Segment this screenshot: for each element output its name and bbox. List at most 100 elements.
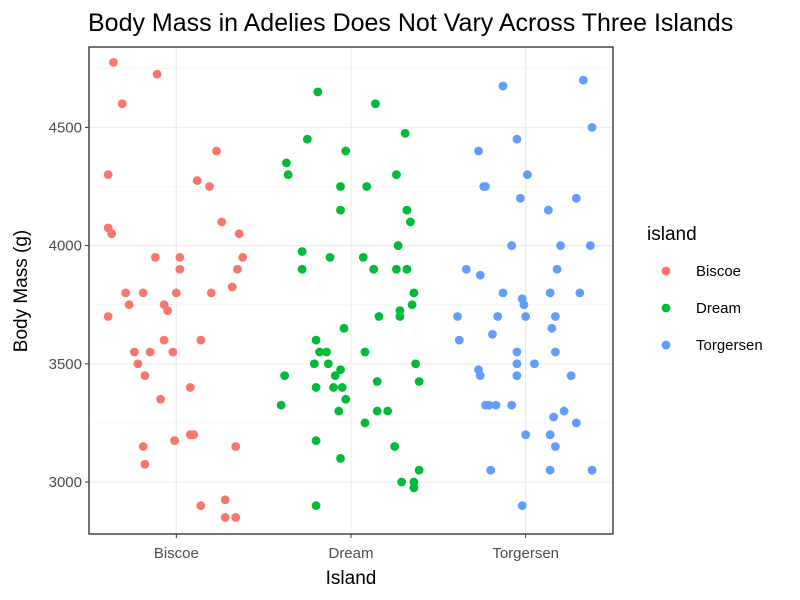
data-point-dream <box>311 335 321 345</box>
legend-key-biscoe <box>661 266 671 276</box>
data-point-dream <box>358 253 368 262</box>
data-point-dream <box>334 406 344 416</box>
data-point-biscoe <box>145 347 155 357</box>
data-point-dream <box>339 323 349 333</box>
data-point-biscoe <box>220 513 230 522</box>
data-point-torgersen <box>550 347 560 357</box>
data-point-torgersen <box>585 241 595 250</box>
data-point-torgersen <box>578 75 588 85</box>
data-points <box>103 57 597 522</box>
data-point-torgersen <box>453 312 462 321</box>
chart-title: Body Mass in Adelies Does Not Vary Acros… <box>88 9 733 37</box>
data-point-biscoe <box>206 288 216 298</box>
x-axis-title: Island <box>326 568 377 589</box>
data-point-biscoe <box>163 306 173 315</box>
data-point-torgersen <box>475 371 485 381</box>
data-point-torgersen <box>512 359 522 369</box>
data-point-torgersen <box>550 312 560 321</box>
data-point-dream <box>281 158 291 168</box>
data-point-biscoe <box>156 394 166 404</box>
data-point-dream <box>329 383 338 392</box>
data-point-torgersen <box>475 270 485 280</box>
data-point-dream <box>407 300 417 310</box>
data-point-dream <box>392 264 401 274</box>
data-point-torgersen <box>512 347 522 357</box>
data-point-torgersen <box>556 241 565 250</box>
data-point-torgersen <box>519 300 529 310</box>
data-point-dream <box>372 377 382 386</box>
data-point-torgersen <box>516 193 525 203</box>
data-point-torgersen <box>507 241 517 250</box>
data-point-torgersen <box>507 400 517 410</box>
data-point-dream <box>369 264 379 274</box>
data-point-dream <box>371 99 380 109</box>
data-point-torgersen <box>481 400 490 410</box>
data-point-dream <box>311 383 321 392</box>
data-point-dream <box>372 406 382 416</box>
data-point-biscoe <box>231 442 241 451</box>
data-point-dream <box>383 406 393 416</box>
data-point-dream <box>341 146 351 156</box>
data-point-biscoe <box>138 288 148 298</box>
data-point-dream <box>411 359 421 369</box>
data-point-biscoe <box>171 288 181 298</box>
data-point-dream <box>283 170 293 180</box>
data-point-biscoe <box>130 347 139 357</box>
legend: island Biscoe Dream Torgersen <box>647 224 763 354</box>
data-point-torgersen <box>512 134 522 144</box>
data-point-dream <box>297 247 307 256</box>
data-point-dream <box>336 453 345 463</box>
legend-key-dream <box>661 303 671 313</box>
data-point-dream <box>402 264 412 274</box>
data-point-biscoe <box>185 383 195 392</box>
data-point-dream <box>397 477 407 487</box>
data-point-dream <box>315 347 324 357</box>
data-point-dream <box>311 501 321 511</box>
data-point-torgersen <box>454 335 464 345</box>
data-point-torgersen <box>545 430 555 440</box>
data-point-dream <box>374 312 384 321</box>
data-point-biscoe <box>103 312 113 321</box>
data-point-torgersen <box>498 288 508 298</box>
data-point-biscoe <box>175 253 185 262</box>
data-point-dream <box>336 182 345 191</box>
data-point-torgersen <box>521 430 531 440</box>
x-tick-label: Dream <box>328 545 373 562</box>
data-point-dream <box>414 377 424 386</box>
data-point-biscoe <box>107 229 117 239</box>
data-point-biscoe <box>109 57 118 67</box>
legend-key-torgersen <box>661 340 671 350</box>
data-point-torgersen <box>461 264 471 274</box>
data-point-torgersen <box>523 170 532 180</box>
data-point-torgersen <box>493 312 503 321</box>
data-point-biscoe <box>117 99 127 109</box>
data-point-torgersen <box>530 359 539 369</box>
data-point-torgersen <box>491 400 501 410</box>
data-point-dream <box>322 347 331 357</box>
data-point-biscoe <box>138 442 148 451</box>
data-point-torgersen <box>474 146 483 156</box>
data-point-biscoe <box>234 229 244 239</box>
data-point-torgersen <box>486 465 496 475</box>
data-point-biscoe <box>217 217 227 227</box>
data-point-dream <box>362 182 372 191</box>
data-point-biscoe <box>175 264 185 274</box>
data-point-dream <box>414 465 424 475</box>
data-point-biscoe <box>212 146 221 156</box>
data-point-dream <box>409 288 419 298</box>
data-point-biscoe <box>220 495 230 505</box>
data-point-torgersen <box>521 312 531 321</box>
data-point-torgersen <box>512 371 522 381</box>
x-tick-label: Biscoe <box>154 545 199 562</box>
data-point-dream <box>390 442 400 451</box>
x-tick-label: Torgersen <box>492 545 559 562</box>
legend-label-torgersen: Torgersen <box>696 337 763 354</box>
data-point-biscoe <box>140 459 150 469</box>
data-point-torgersen <box>571 193 581 203</box>
data-point-biscoe <box>192 176 202 185</box>
data-point-biscoe <box>121 288 131 298</box>
data-point-biscoe <box>152 69 162 79</box>
data-point-dream <box>392 170 401 180</box>
data-point-torgersen <box>545 465 555 475</box>
